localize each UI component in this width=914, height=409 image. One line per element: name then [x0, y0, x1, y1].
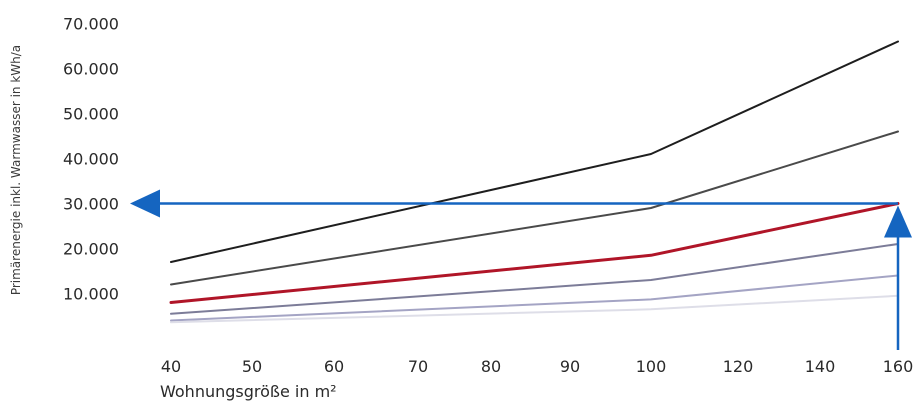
- series-line-2: [170, 130, 899, 286]
- series-line-4: [170, 243, 899, 315]
- series-line-6: [170, 294, 899, 324]
- y-tick-label: 60.000: [63, 60, 119, 79]
- y-tick-label: 10.000: [63, 285, 119, 304]
- series-line-3: [169, 202, 900, 304]
- y-tick-label: 30.000: [63, 195, 119, 214]
- x-tick-label: 100: [636, 357, 667, 376]
- y-tick-label: 20.000: [63, 240, 119, 259]
- x-tick-label: 120: [723, 357, 754, 376]
- x-tick-label: 40: [161, 357, 181, 376]
- y-tick-label: 70.000: [63, 15, 119, 34]
- x-tick-label: 160: [883, 357, 914, 376]
- x-axis-ticks: 40 50 60 70 80 90 100 120 140 160: [161, 357, 913, 376]
- y-tick-label: 50.000: [63, 105, 119, 124]
- y-axis-label: Primärenergie inkl. Warmwasser in kWh/a: [9, 45, 23, 295]
- x-tick-label: 90: [560, 357, 580, 376]
- series-line-1: [170, 40, 899, 263]
- y-axis-ticks: 10.000 20.000 30.000 40.000 50.000 60.000 70.0…: [63, 15, 119, 304]
- annotation-layer: [130, 189, 912, 350]
- x-tick-label: 60: [324, 357, 344, 376]
- reading-up-arrowhead: [884, 205, 912, 238]
- y-tick-label: 40.000: [63, 150, 119, 169]
- reading-left-arrowhead: [130, 189, 160, 218]
- series-layer: [169, 40, 900, 324]
- x-tick-label: 80: [481, 357, 501, 376]
- x-tick-label: 70: [408, 357, 428, 376]
- x-tick-label: 140: [805, 357, 836, 376]
- x-tick-label: 50: [242, 357, 262, 376]
- series-line-5: [170, 274, 899, 322]
- x-axis-label: Wohnungsgröße in m²: [160, 382, 337, 401]
